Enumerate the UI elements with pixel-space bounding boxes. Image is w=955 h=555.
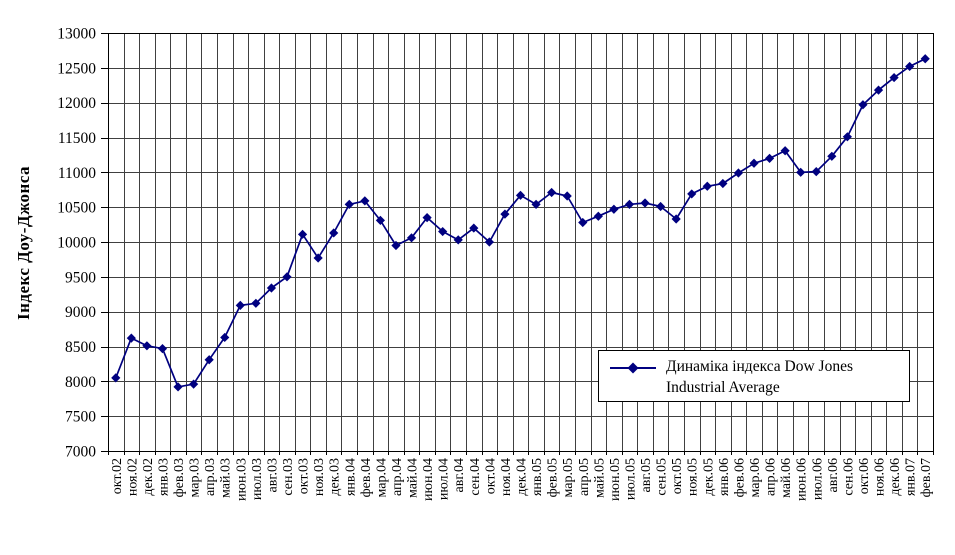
svg-text:8000: 8000 <box>65 374 96 391</box>
svg-text:ноя.06: ноя.06 <box>873 458 888 496</box>
svg-text:июл.03: июл.03 <box>250 458 265 500</box>
svg-text:дек.03: дек.03 <box>328 458 343 496</box>
svg-text:апр.04: апр.04 <box>390 458 405 496</box>
svg-text:янв.05: янв.05 <box>530 458 545 496</box>
svg-text:апр.06: апр.06 <box>764 458 779 496</box>
svg-text:фев.05: фев.05 <box>546 458 561 497</box>
legend-label: Динаміка індекса Dow Jones Industrial Av… <box>666 358 853 396</box>
svg-text:мар.06: мар.06 <box>748 458 763 497</box>
svg-text:сен.06: сен.06 <box>841 458 856 496</box>
svg-text:8500: 8500 <box>65 339 96 356</box>
svg-text:фев.04: фев.04 <box>359 458 374 497</box>
svg-text:июн.06: июн.06 <box>795 458 810 501</box>
svg-text:янв.06: янв.06 <box>717 458 732 496</box>
svg-text:окт.04: окт.04 <box>483 458 498 494</box>
svg-text:дек.06: дек.06 <box>888 458 903 496</box>
svg-text:дек.04: дек.04 <box>515 458 530 496</box>
svg-text:янв.03: янв.03 <box>156 458 171 496</box>
svg-text:май.03: май.03 <box>219 458 234 498</box>
svg-text:авг.04: авг.04 <box>452 458 467 493</box>
svg-text:июн.03: июн.03 <box>234 458 249 501</box>
svg-text:7500: 7500 <box>65 409 96 426</box>
svg-text:окт.05: окт.05 <box>670 458 685 494</box>
svg-text:11500: 11500 <box>58 130 96 147</box>
svg-text:10500: 10500 <box>57 200 96 217</box>
svg-text:мар.04: мар.04 <box>374 458 389 497</box>
svg-text:июл.04: июл.04 <box>437 458 452 500</box>
svg-text:сен.05: сен.05 <box>655 458 670 496</box>
svg-text:9000: 9000 <box>65 304 96 321</box>
svg-text:июл.05: июл.05 <box>623 458 638 500</box>
svg-text:фев.07: фев.07 <box>919 458 934 497</box>
svg-text:авг.03: авг.03 <box>265 458 280 493</box>
y-axis-title: Індекс Доу-Джонса <box>14 165 33 321</box>
svg-text:фев.03: фев.03 <box>172 458 187 497</box>
svg-text:9500: 9500 <box>65 269 96 286</box>
legend-line-marker-icon <box>610 362 656 374</box>
svg-text:май.05: май.05 <box>592 458 607 498</box>
svg-text:июн.05: июн.05 <box>608 458 623 501</box>
svg-text:мар.03: мар.03 <box>188 458 203 497</box>
svg-text:авг.05: авг.05 <box>639 458 654 493</box>
svg-text:13000: 13000 <box>57 25 96 42</box>
svg-text:10000: 10000 <box>57 234 96 251</box>
svg-text:7000: 7000 <box>65 443 96 460</box>
svg-text:сен.03: сен.03 <box>281 458 296 496</box>
svg-text:ноя.02: ноя.02 <box>125 458 140 496</box>
svg-text:ноя.04: ноя.04 <box>499 458 514 496</box>
svg-text:ноя.03: ноя.03 <box>312 458 327 496</box>
svg-text:июл.06: июл.06 <box>810 458 825 500</box>
svg-text:ноя.05: ноя.05 <box>686 458 701 496</box>
svg-text:янв.04: янв.04 <box>343 458 358 496</box>
svg-text:дек.05: дек.05 <box>701 458 716 496</box>
legend: Динаміка індекса Dow Jones Industrial Av… <box>598 350 910 402</box>
svg-text:апр.05: апр.05 <box>577 458 592 496</box>
svg-text:май.04: май.04 <box>406 458 421 498</box>
svg-text:мар.05: мар.05 <box>561 458 576 497</box>
svg-text:окт.06: окт.06 <box>857 458 872 494</box>
svg-text:дек.02: дек.02 <box>141 458 156 496</box>
svg-text:12000: 12000 <box>57 95 96 112</box>
svg-text:янв.07: янв.07 <box>904 458 919 496</box>
svg-text:11000: 11000 <box>58 165 96 182</box>
svg-text:авг.06: авг.06 <box>826 458 841 493</box>
svg-text:окт.02: окт.02 <box>110 458 125 494</box>
svg-text:май.06: май.06 <box>779 458 794 498</box>
svg-text:окт.03: окт.03 <box>297 458 312 494</box>
svg-text:апр.03: апр.03 <box>203 458 218 496</box>
svg-text:июн.04: июн.04 <box>421 458 436 501</box>
svg-text:фев.06: фев.06 <box>732 458 747 497</box>
svg-text:сен.04: сен.04 <box>468 458 483 496</box>
svg-text:12500: 12500 <box>57 60 96 77</box>
